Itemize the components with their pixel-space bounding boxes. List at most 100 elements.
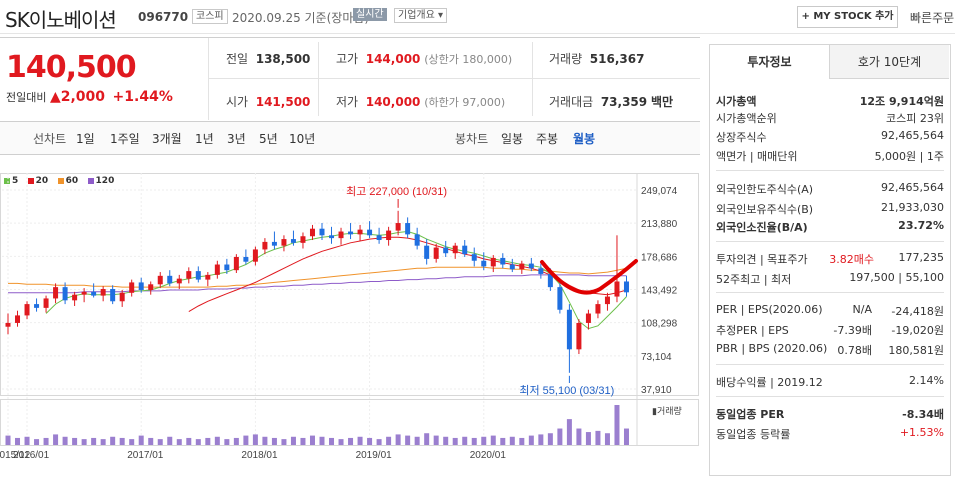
candle-body xyxy=(224,264,230,271)
market-cap-rank-label: 시가총액순위 xyxy=(716,112,777,125)
volume-bar xyxy=(471,437,477,445)
candle-body xyxy=(129,282,135,293)
candle-body xyxy=(15,315,21,323)
tab-3month[interactable]: 3개월 xyxy=(152,132,182,146)
quote-high: 고가 144,000 (상한가 180,000) xyxy=(336,52,513,66)
y-tick-label: 73,104 xyxy=(641,352,672,363)
est-per-eps-label: 추정PER | EPS xyxy=(716,324,789,337)
stock-code: 096770 xyxy=(138,10,189,24)
candle-body xyxy=(424,245,430,259)
foreign-ratio-value: 23.72% xyxy=(898,219,944,232)
price-chart[interactable]: 249,074 213,880 178,686 143,492 108,298 73,10… xyxy=(0,153,700,480)
tab-invest-info[interactable]: 투자정보 xyxy=(710,45,830,79)
volume-bar xyxy=(414,436,420,445)
candle-chart-label: 봉차트 xyxy=(455,132,489,146)
dividend-yield-value: 2.14% xyxy=(909,374,944,387)
candle-body xyxy=(110,289,116,302)
industry-per-value: -8.34배 xyxy=(902,408,944,421)
tab-hoga-10[interactable]: 호가 10단계 xyxy=(830,45,949,79)
x-tick-label: 2018/01 xyxy=(241,450,278,461)
volume-bar xyxy=(34,439,40,445)
row-par-value: 액면가 | 매매단위 5,000원 | 1주 xyxy=(716,148,944,163)
x-tick-label: 2015/12 xyxy=(0,450,31,461)
volume-bar xyxy=(129,439,135,445)
volume-bar xyxy=(24,436,30,445)
tab-1day[interactable]: 1일 xyxy=(76,132,95,146)
volume-bar xyxy=(262,436,268,445)
tab-1week[interactable]: 1주일 xyxy=(110,132,140,146)
candle-body xyxy=(595,304,601,314)
row-dividend-yield: 배당수익률 | 2019.12 2.14% xyxy=(716,374,944,389)
min-annotation: 최저 55,100 (03/31) xyxy=(519,384,614,397)
volume-bar xyxy=(452,437,458,445)
candle-body xyxy=(585,313,591,323)
x-tick-label: 2016/01 xyxy=(13,450,50,461)
tab-5year[interactable]: 5년 xyxy=(259,132,278,146)
foreign-ratio-label: 외국인소진율(B/A) xyxy=(716,221,808,234)
tab-daily[interactable]: 일봉 xyxy=(501,132,524,146)
volume-frame xyxy=(0,399,699,446)
divider xyxy=(716,364,944,365)
volume-bar xyxy=(376,439,382,445)
change-percent: +1.44% xyxy=(112,89,173,105)
volume-bar xyxy=(110,436,116,445)
candle-body xyxy=(481,260,487,267)
listed-shares-label: 상장주식수 xyxy=(716,131,767,144)
foreign-limit-label: 외국인한도주식수(A) xyxy=(716,183,814,196)
company-overview-label: 기업개요 xyxy=(398,10,435,21)
volume-bar xyxy=(490,435,496,445)
candle-body xyxy=(186,271,192,279)
candle-body xyxy=(405,223,411,235)
candle-body xyxy=(233,256,239,271)
tab-weekly[interactable]: 주봉 xyxy=(536,132,559,146)
candle-body xyxy=(576,322,582,350)
tab-monthly[interactable]: 월봉 xyxy=(573,132,596,146)
candle-body xyxy=(167,275,173,284)
volume-bar xyxy=(319,436,325,445)
y-tick-label: 213,880 xyxy=(641,219,678,230)
quote-volume: 거래량 516,367 xyxy=(549,52,645,66)
row-market-cap-rank: 시가총액순위 코스피 23위 xyxy=(716,110,944,125)
max-annotation: 최고 227,000 (10/31) xyxy=(346,185,447,198)
company-overview-dropdown[interactable]: 기업개요 ▾ xyxy=(394,8,448,23)
volume-label: ▮거래량 xyxy=(652,405,682,416)
candle-body xyxy=(614,281,620,297)
volume-bar xyxy=(538,434,544,445)
volume-bar xyxy=(576,428,582,445)
volume-bar xyxy=(53,434,59,445)
foreign-limit-value: 92,465,564 xyxy=(881,181,944,194)
volume-bar xyxy=(481,436,487,445)
volume-bar xyxy=(148,437,154,445)
live-badge[interactable]: 실시간 xyxy=(353,8,387,21)
row-industry-change: 동일업종 등락률 +1.53% xyxy=(716,426,944,441)
add-mystock-button[interactable]: + MY STOCK 추가 xyxy=(797,6,898,28)
candle-body xyxy=(500,257,506,265)
candle-body xyxy=(271,241,277,246)
volume-bar xyxy=(462,436,468,445)
pbr-bps-ratio: 0.78배 xyxy=(837,344,872,357)
candle-body xyxy=(24,304,30,316)
tab-1year[interactable]: 1년 xyxy=(195,132,214,146)
y-tick-label: 143,492 xyxy=(641,286,678,297)
week52-range-value: 197,500 | 55,100 xyxy=(849,271,944,284)
date-info: 2020.09.25 기준(장마감) xyxy=(232,11,370,25)
candle-body xyxy=(329,235,335,239)
candle-body xyxy=(386,230,392,241)
invest-opinion-label: 투자의견 | 목표주가 xyxy=(716,253,808,266)
candle-body xyxy=(471,254,477,261)
volume-bar xyxy=(357,436,363,445)
candle-body xyxy=(462,245,468,255)
y-tick-label: 249,074 xyxy=(641,186,678,197)
quote-open: 시가 141,500 xyxy=(226,95,311,109)
volume-bar xyxy=(214,436,220,445)
legend-ma60: 60 xyxy=(57,176,78,186)
volume-bar xyxy=(329,437,335,445)
quick-order-link[interactable]: 빠른주문 xyxy=(910,11,955,25)
candle-body xyxy=(309,228,315,237)
tab-10year[interactable]: 10년 xyxy=(289,132,316,146)
volume-bar xyxy=(100,439,106,445)
candle-body xyxy=(290,239,296,243)
tab-3year[interactable]: 3년 xyxy=(227,132,246,146)
dividend-yield-label: 배당수익률 | 2019.12 xyxy=(716,376,823,389)
candle-body xyxy=(72,294,78,301)
